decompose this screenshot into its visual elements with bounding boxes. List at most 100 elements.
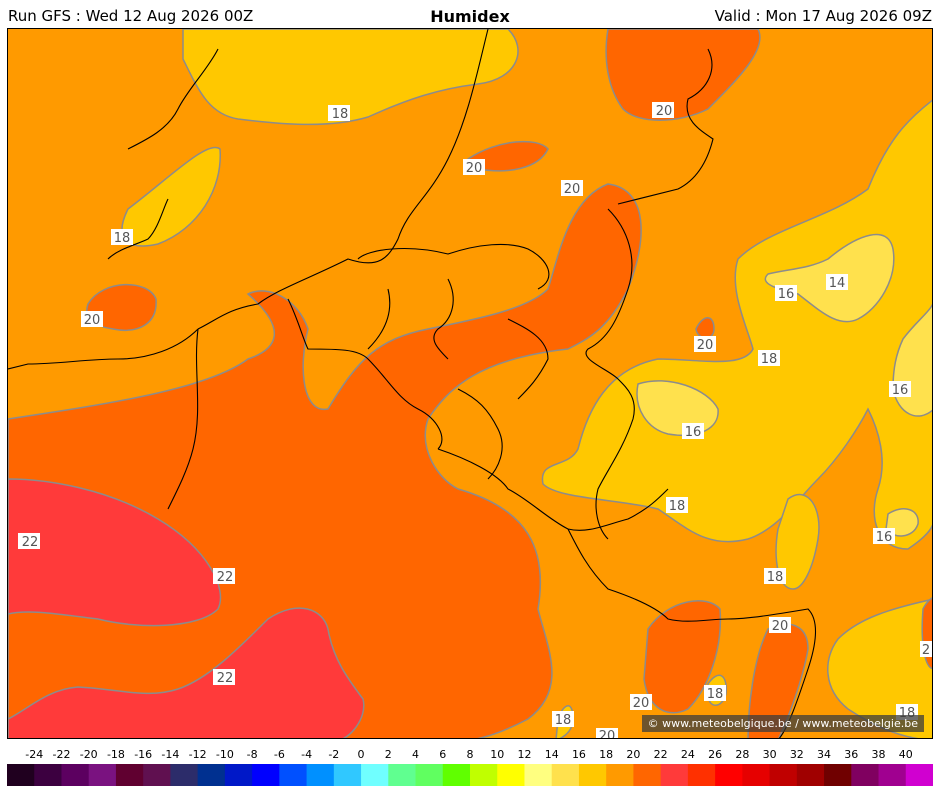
- contour-label: 22: [217, 570, 234, 585]
- contour-label: 20: [772, 619, 789, 634]
- legend-tick-label: 0: [358, 748, 365, 761]
- legend-tick-label: 12: [517, 748, 531, 761]
- humidex-map[interactable]: 18 20 20 20 18 20 14 16 20 18 16 16 18 1…: [7, 28, 933, 739]
- legend-tick-label: -6: [274, 748, 285, 761]
- legend-swatch: [796, 764, 825, 786]
- contour-label: 16: [685, 425, 702, 440]
- zone-16-18-east: [541, 99, 932, 550]
- legend-swatches: [7, 764, 934, 786]
- legend-swatch: [524, 764, 553, 786]
- contour-label: 18: [669, 499, 686, 514]
- contour-label: 20: [697, 338, 714, 353]
- legend-tick-label: 14: [545, 748, 559, 761]
- legend-tick-label: 38: [872, 748, 886, 761]
- legend-swatch: [687, 764, 716, 786]
- contour-label: 20: [633, 696, 650, 711]
- legend-tick-label: 10: [490, 748, 504, 761]
- legend-swatch: [742, 764, 771, 786]
- legend-tick-label: -14: [161, 748, 179, 761]
- legend-swatch: [279, 764, 308, 786]
- legend-swatch: [88, 764, 117, 786]
- contour-label: 20: [656, 104, 673, 119]
- contour-label: 14: [829, 276, 846, 291]
- legend-swatch: [606, 764, 634, 786]
- legend-tick-label: 16: [572, 748, 586, 761]
- legend-swatch: [551, 764, 580, 786]
- legend-swatch: [197, 764, 226, 786]
- zone-16-18-north: [182, 29, 519, 126]
- zone-20-22-blob-n: [466, 140, 549, 172]
- legend-swatch: [7, 764, 35, 786]
- legend-tick-label: -24: [25, 748, 43, 761]
- zone-20-22-s1: [643, 600, 722, 714]
- legend-swatch: [470, 764, 498, 786]
- legend-swatch: [224, 764, 253, 786]
- legend-tick-label: 6: [439, 748, 446, 761]
- legend-swatch: [170, 764, 199, 786]
- contour-label: 16: [778, 287, 795, 302]
- legend-tick-label: 4: [412, 748, 419, 761]
- legend-tick-label: -22: [52, 748, 70, 761]
- zone-20-22-s2: [747, 623, 809, 738]
- contour-label: 18: [707, 687, 724, 702]
- legend-swatch: [497, 764, 525, 786]
- zone-22-24-west: [8, 478, 222, 627]
- legend-tick-label: -2: [328, 748, 339, 761]
- contour-label: 18: [767, 570, 784, 585]
- legend-swatch: [361, 764, 389, 786]
- legend-swatch: [851, 764, 880, 786]
- legend-swatch: [252, 764, 280, 786]
- legend-swatch: [415, 764, 444, 786]
- legend-swatch: [905, 764, 934, 786]
- zone-20-22-ne: [605, 29, 761, 121]
- legend-swatch: [306, 764, 335, 786]
- contour-label: 18: [555, 713, 572, 728]
- map-title: Humidex: [430, 7, 510, 26]
- legend-tick-label: 30: [763, 748, 777, 761]
- legend-tick-label: 24: [681, 748, 695, 761]
- contour-label: 16: [876, 530, 893, 545]
- contour-label: 20: [84, 313, 101, 328]
- legend-swatch: [824, 764, 852, 786]
- contour-label: 20: [564, 182, 581, 197]
- contour-label: 18: [761, 352, 778, 367]
- legend-swatch: [578, 764, 607, 786]
- legend-tick-label: -10: [216, 748, 234, 761]
- zone-14-16-center: [636, 380, 719, 436]
- valid-time: Valid : Mon 17 Aug 2026 09Z: [714, 7, 932, 25]
- contour-label: 18: [114, 231, 131, 246]
- legend-swatch: [388, 764, 417, 786]
- contour-label: 18: [332, 107, 349, 122]
- contour-label: 22: [217, 671, 234, 686]
- legend-swatch: [34, 764, 62, 786]
- legend-swatch: [769, 764, 798, 786]
- legend-swatch: [715, 764, 743, 786]
- legend-swatch: [878, 764, 907, 786]
- legend-tick-label: 28: [735, 748, 749, 761]
- legend-swatch: [61, 764, 90, 786]
- legend-swatch: [660, 764, 689, 786]
- legend-tick-label: 20: [626, 748, 640, 761]
- legend-tick-label: 18: [599, 748, 613, 761]
- zone-16-18-blob-e: [775, 493, 820, 590]
- legend-tick-label: 2: [385, 748, 392, 761]
- contour-label: 20: [466, 161, 483, 176]
- run-info: Run GFS : Wed 12 Aug 2026 00Z: [8, 7, 254, 25]
- legend-swatch: [442, 764, 471, 786]
- legend-tick-label: -20: [80, 748, 98, 761]
- legend-swatch: [333, 764, 362, 786]
- legend-tick-label: -16: [134, 748, 152, 761]
- legend-tick-label: 40: [899, 748, 913, 761]
- legend-tick-label: 34: [817, 748, 831, 761]
- borders: [8, 29, 816, 738]
- legend-tick-label: -12: [189, 748, 207, 761]
- legend-tick-label: -4: [301, 748, 312, 761]
- legend-tick-label: 36: [844, 748, 858, 761]
- legend-tick-label: 32: [790, 748, 804, 761]
- zone-22-24-south: [8, 607, 365, 738]
- legend-swatch: [143, 764, 171, 786]
- contour-label: 22: [22, 535, 39, 550]
- contour-labels: 18 20 20 20 18 20 14 16 20 18 16 16 18 1…: [18, 102, 932, 738]
- legend-tick-label: 8: [467, 748, 474, 761]
- copyright-note: © www.meteobelgique.be / www.meteobelgie…: [641, 715, 924, 732]
